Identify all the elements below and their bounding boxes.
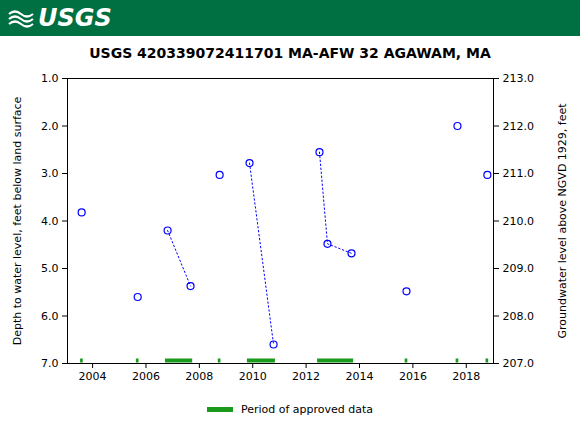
svg-text:2.0: 2.0 bbox=[41, 120, 59, 133]
svg-text:Depth to water level, feet bel: Depth to water level, feet below land su… bbox=[11, 96, 24, 345]
svg-text:208.0: 208.0 bbox=[503, 310, 535, 323]
svg-text:2006: 2006 bbox=[132, 370, 160, 383]
svg-text:211.0: 211.0 bbox=[503, 167, 535, 180]
svg-text:212.0: 212.0 bbox=[503, 120, 535, 133]
html-text:USGS: USGS bbox=[38, 4, 112, 32]
html-text:Period of approved data: Period of approved data bbox=[240, 403, 374, 416]
svg-text:2012: 2012 bbox=[292, 370, 320, 383]
svg-text:209.0: 209.0 bbox=[503, 262, 535, 275]
svg-text:2016: 2016 bbox=[399, 370, 427, 383]
svg-text:213.0: 213.0 bbox=[503, 72, 535, 85]
svg-text:2014: 2014 bbox=[346, 370, 374, 383]
svg-text:7.0: 7.0 bbox=[41, 357, 59, 370]
svg-text:2004: 2004 bbox=[79, 370, 107, 383]
svg-text:5.0: 5.0 bbox=[41, 262, 59, 275]
svg-text:Groundwater level above NGVD 1: Groundwater level above NGVD 1929, feet bbox=[556, 103, 569, 339]
svg-text:1.0: 1.0 bbox=[41, 72, 59, 85]
svg-text:2008: 2008 bbox=[185, 370, 213, 383]
svg-text:2018: 2018 bbox=[452, 370, 480, 383]
svg-text:2010: 2010 bbox=[239, 370, 267, 383]
svg-text:210.0: 210.0 bbox=[503, 215, 535, 228]
svg-text:3.0: 3.0 bbox=[41, 167, 59, 180]
html-text:USGS 420339072411701 MA-AFW 32: USGS 420339072411701 MA-AFW 32 AGAWAM, M… bbox=[89, 45, 491, 61]
svg-text:4.0: 4.0 bbox=[41, 215, 59, 228]
svg-text:207.0: 207.0 bbox=[503, 357, 535, 370]
svg-text:6.0: 6.0 bbox=[41, 310, 59, 323]
